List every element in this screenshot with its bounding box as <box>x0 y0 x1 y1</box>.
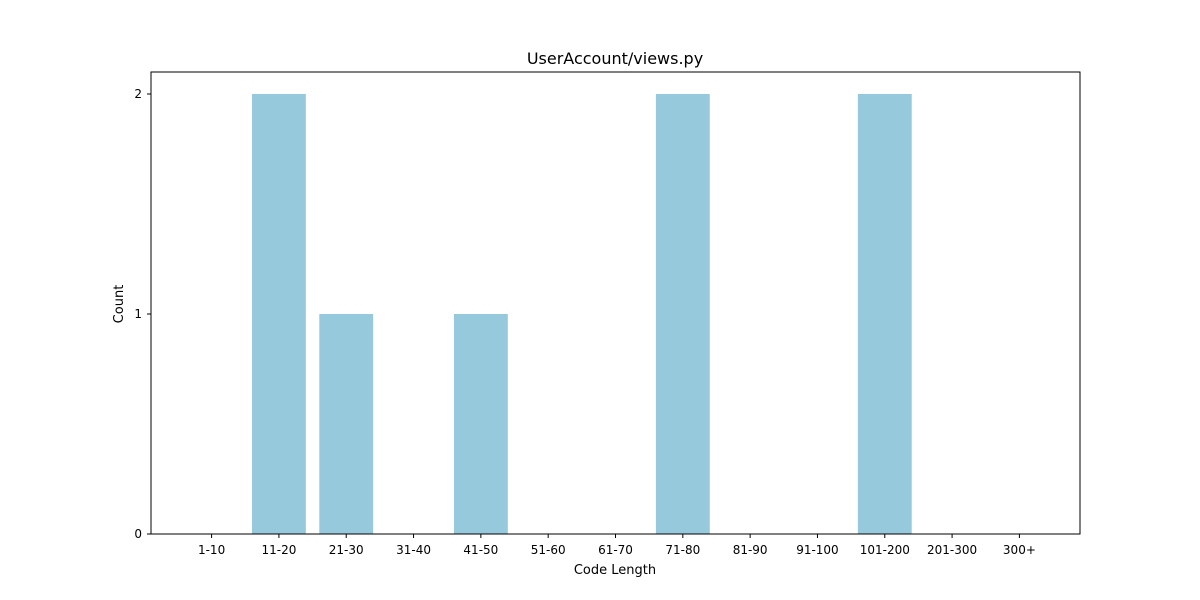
y-tick-label: 0 <box>134 527 142 541</box>
x-tick-label: 61-70 <box>598 543 633 557</box>
x-tick-label: 21-30 <box>329 543 364 557</box>
y-tick-label: 1 <box>134 307 142 321</box>
x-tick-label: 300+ <box>1003 543 1036 557</box>
x-axis-label: Code Length <box>574 563 656 578</box>
x-tick-label: 1-10 <box>198 543 225 557</box>
chart-title: UserAccount/views.py <box>527 49 703 68</box>
x-tick-label: 201-300 <box>927 543 977 557</box>
y-tick-label: 2 <box>134 87 142 101</box>
x-tick-label: 41-50 <box>463 543 498 557</box>
x-tick-label: 71-80 <box>665 543 700 557</box>
bar-101-200 <box>857 94 912 534</box>
bar-71-80 <box>655 94 710 534</box>
x-tick-label: 81-90 <box>733 543 768 557</box>
x-tick-label: 91-100 <box>796 543 839 557</box>
y-axis-label: Count <box>112 285 127 324</box>
bar-41-50 <box>453 314 508 534</box>
bar-21-30 <box>319 314 374 534</box>
x-tick-label: 11-20 <box>261 543 296 557</box>
x-tick-label: 31-40 <box>396 543 431 557</box>
bar-11-20 <box>251 94 306 534</box>
x-tick-label: 101-200 <box>860 543 910 557</box>
x-axis-ticks: 1-10 11-20 21-30 31-40 41-50 51-60 61-70 71-80 8… <box>198 534 1036 557</box>
plot-frame <box>150 71 1081 535</box>
x-tick-label: 51-60 <box>531 543 566 557</box>
y-axis-ticks: 0 1 2 <box>134 87 151 541</box>
bars-layer <box>251 94 912 534</box>
